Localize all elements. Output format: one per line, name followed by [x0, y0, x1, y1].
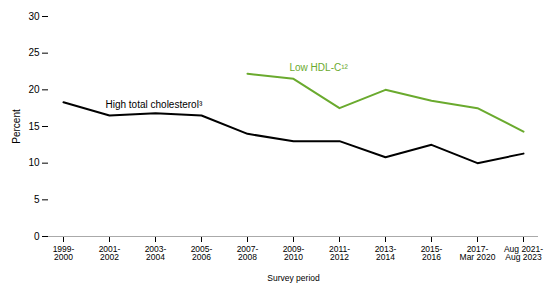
svg-text:2005-2006: 2005-2006: [191, 244, 213, 263]
svg-text:Percent: Percent: [11, 109, 22, 144]
svg-text:2017-Mar 2020: 2017-Mar 2020: [460, 244, 496, 263]
svg-text:20: 20: [28, 84, 40, 95]
svg-text:1999-2000: 1999-2000: [53, 244, 75, 263]
svg-text:5: 5: [34, 194, 40, 205]
svg-text:25: 25: [28, 47, 40, 58]
svg-text:Survey period: Survey period: [267, 273, 320, 283]
svg-text:2001-2002: 2001-2002: [99, 244, 121, 263]
svg-text:2013-2014: 2013-2014: [375, 244, 397, 263]
svg-text:Low HDL-C¹²: Low HDL-C¹²: [290, 62, 349, 73]
svg-text:Aug 2021-Aug 2023: Aug 2021-Aug 2023: [504, 244, 543, 263]
svg-text:15: 15: [28, 121, 40, 132]
svg-text:2011-2012: 2011-2012: [329, 244, 350, 263]
svg-text:2003-2004: 2003-2004: [145, 244, 167, 263]
svg-text:High total cholesterol³: High total cholesterol³: [106, 99, 203, 110]
svg-text:2007-2008: 2007-2008: [237, 244, 259, 263]
svg-text:2009-2010: 2009-2010: [283, 244, 305, 263]
svg-text:0: 0: [34, 231, 40, 242]
svg-text:2015-2016: 2015-2016: [421, 244, 443, 263]
svg-text:10: 10: [28, 157, 40, 168]
svg-text:30: 30: [28, 11, 40, 22]
